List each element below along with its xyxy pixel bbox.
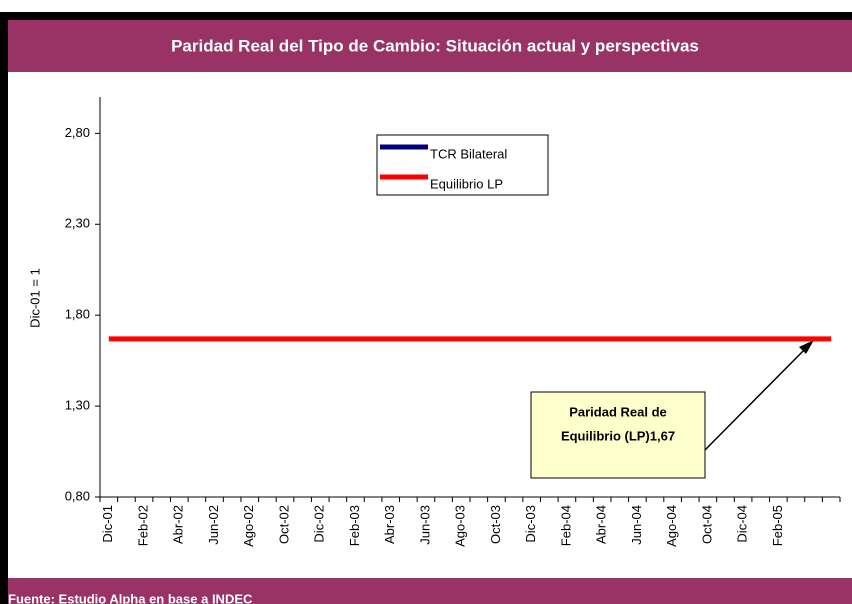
y-axis-label: Dic-01 = 1: [27, 268, 42, 328]
x-tick-label: Oct-03: [488, 505, 503, 544]
x-tick-label: Dic-03: [523, 505, 538, 543]
x-tick-label: Ago-02: [241, 505, 256, 547]
y-tick-label: 2,30: [65, 216, 90, 231]
header-bar: [8, 20, 852, 72]
x-tick-label: Jun-03: [417, 505, 432, 545]
x-tick-label: Oct-04: [699, 505, 714, 544]
top-border: [0, 12, 852, 20]
y-tick-label: 1,80: [65, 307, 90, 322]
x-tick-label: Abr-03: [382, 505, 397, 544]
x-tick-label: Ago-04: [664, 505, 679, 547]
x-tick-label: Oct-02: [276, 505, 291, 544]
legend-label: Equilibrio LP: [430, 176, 503, 191]
chart-title: Paridad Real del Tipo de Cambio: Situaci…: [171, 36, 699, 55]
x-tick-label: Dic-01: [100, 505, 115, 543]
x-tick-label: Jun-04: [629, 505, 644, 545]
x-tick-label: Dic-02: [312, 505, 327, 543]
x-tick-label: Jun-02: [206, 505, 221, 545]
x-tick-label: Abr-04: [594, 505, 609, 544]
arrow-head: [799, 340, 814, 354]
footer-bar: [8, 578, 852, 604]
annotation-arrow: [704, 341, 813, 451]
y-tick-label: 2,80: [65, 125, 90, 140]
x-tick-label: Abr-02: [171, 505, 186, 544]
left-border: [0, 12, 8, 604]
x-tick-label: Feb-04: [558, 505, 573, 546]
x-tick-label: Ago-03: [453, 505, 468, 547]
source-note: Fuente: Estudio Alpha en base a INDEC: [8, 591, 253, 604]
annotation-text: Paridad Real de: [569, 404, 667, 419]
y-tick-label: 0,80: [65, 488, 90, 503]
x-tick-label: Dic-04: [735, 505, 750, 543]
x-tick-label: Feb-02: [135, 505, 150, 546]
x-tick-label: Feb-05: [770, 505, 785, 546]
x-tick-label: Feb-03: [347, 505, 362, 546]
y-tick-label: 1,30: [65, 398, 90, 413]
annotation-box: [530, 391, 706, 479]
annotation-text: Equilibrio (LP)1,67: [561, 428, 675, 443]
legend-label: TCR Bilateral: [430, 146, 507, 161]
